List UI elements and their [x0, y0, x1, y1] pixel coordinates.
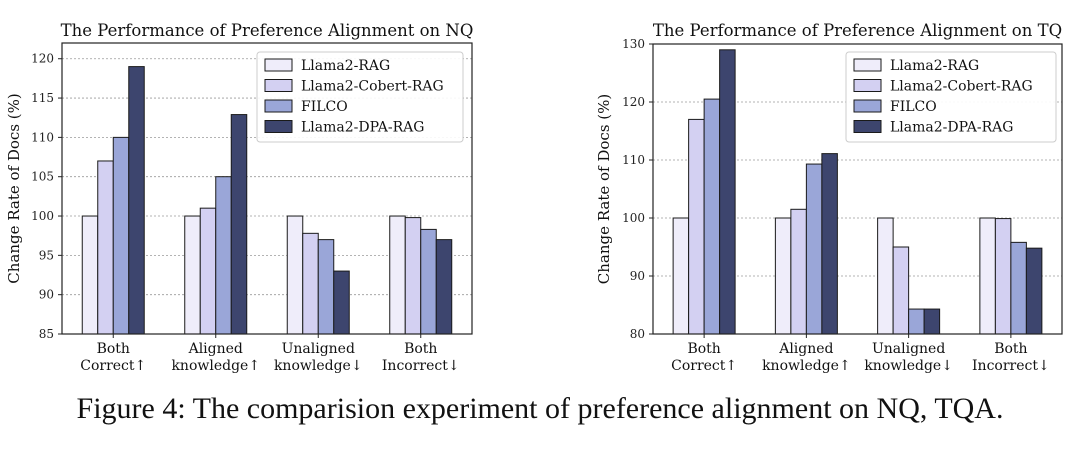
plot-frame — [61, 42, 473, 335]
bar — [790, 208, 807, 335]
bar — [688, 118, 705, 335]
legend-label: Llama2-Cobert-RAG — [301, 79, 444, 95]
bar — [112, 136, 130, 335]
y-tick-label: 120 — [622, 95, 645, 109]
y-tick-label: 120 — [31, 52, 54, 66]
bar — [805, 163, 823, 335]
legend-swatch — [264, 79, 293, 92]
bar — [302, 232, 319, 335]
bar — [81, 215, 99, 335]
legend-swatch — [853, 99, 882, 113]
legend-label: FILCO — [890, 99, 937, 115]
x-tick-label: Unaligned knowledge↓ — [864, 341, 953, 374]
bar — [979, 217, 996, 335]
y-tick-label: 115 — [31, 91, 54, 105]
y-tick-label: 90 — [39, 288, 54, 302]
x-tick-label: Both Correct↑ — [80, 341, 146, 374]
bar — [184, 215, 201, 335]
legend-swatch — [264, 58, 293, 72]
bar — [908, 308, 925, 335]
legend-label: FILCO — [301, 99, 348, 115]
bar — [404, 217, 422, 335]
bar — [774, 217, 792, 335]
bar — [230, 114, 248, 335]
plot-frame — [652, 43, 1063, 335]
legend: Llama2-RAG Llama2-Cobert-RAG FILCO Llama2-D… — [256, 51, 464, 143]
bar — [333, 270, 350, 335]
bar — [389, 215, 406, 335]
y-tick-label: 80 — [630, 327, 645, 341]
y-tick-label: 90 — [630, 269, 645, 283]
chart-tq: 80 90 100 110 120 130 Both Correct↑ Aligned knowl… — [595, 21, 1063, 374]
y-axis-label: Change Rate of Docs (%) — [5, 93, 23, 283]
legend-box — [256, 51, 464, 143]
legend-swatch — [853, 58, 882, 72]
bar — [128, 66, 145, 335]
x-tick-label: Both Incorrect↓ — [972, 341, 1050, 374]
bar — [435, 239, 453, 335]
figure-charts: 85 90 95 100 105 110 115 120 Both Correct↑ Aligned… — [5, 21, 1063, 374]
bar — [317, 239, 335, 335]
chart-title: The Performance of Preference Alignment … — [653, 21, 1062, 40]
bar — [994, 218, 1012, 335]
bar — [703, 98, 721, 335]
y-tick-label: 110 — [622, 153, 645, 167]
legend-swatch — [853, 79, 882, 92]
legend-label: Llama2-Cobert-RAG — [890, 79, 1033, 95]
legend-swatch — [853, 120, 882, 133]
chart-title: The Performance of Preference Alignment … — [61, 21, 474, 40]
y-tick-label: 95 — [39, 248, 54, 262]
y-tick-label: 130 — [622, 37, 645, 51]
bar — [719, 49, 736, 335]
bar — [672, 217, 690, 335]
y-tick-label: 85 — [39, 327, 54, 341]
legend-label: Llama2-RAG — [890, 58, 979, 74]
legend: Llama2-RAG Llama2-Cobert-RAG FILCO Llama2-D… — [845, 51, 1057, 143]
y-tick-label: 100 — [622, 211, 645, 225]
bar — [420, 228, 437, 335]
legend-label: Llama2-DPA-RAG — [890, 120, 1013, 136]
bar — [877, 217, 894, 335]
legend-swatch — [264, 99, 293, 113]
bar — [821, 153, 838, 335]
legend-box — [845, 51, 1057, 143]
bar — [286, 215, 304, 335]
bar — [1025, 247, 1043, 335]
y-axis-label: Change Rate of Docs (%) — [595, 94, 613, 284]
y-tick-label: 110 — [31, 130, 54, 144]
x-tick-label: Unaligned knowledge↓ — [274, 341, 363, 374]
x-tick-label: Both Incorrect↓ — [382, 341, 460, 374]
bar — [1010, 241, 1027, 335]
x-tick-label: Aligned knowledge↑ — [762, 341, 851, 374]
bar — [97, 160, 114, 335]
legend-swatch — [264, 120, 293, 133]
x-tick-label: Aligned knowledge↑ — [171, 341, 260, 374]
legend-label: Llama2-DPA-RAG — [301, 120, 424, 136]
y-tick-label: 105 — [31, 170, 54, 184]
legend-label: Llama2-RAG — [301, 58, 390, 74]
bar — [215, 176, 232, 335]
y-tick-label: 100 — [31, 209, 54, 223]
bar — [199, 207, 217, 335]
bar — [892, 246, 910, 335]
figure-caption: Figure 4: The comparision experiment of … — [76, 392, 1004, 425]
chart-nq: 85 90 95 100 105 110 115 120 Both Correct↑ Aligned… — [5, 21, 473, 374]
bar — [923, 308, 941, 335]
x-tick-label: Both Correct↑ — [671, 341, 737, 374]
